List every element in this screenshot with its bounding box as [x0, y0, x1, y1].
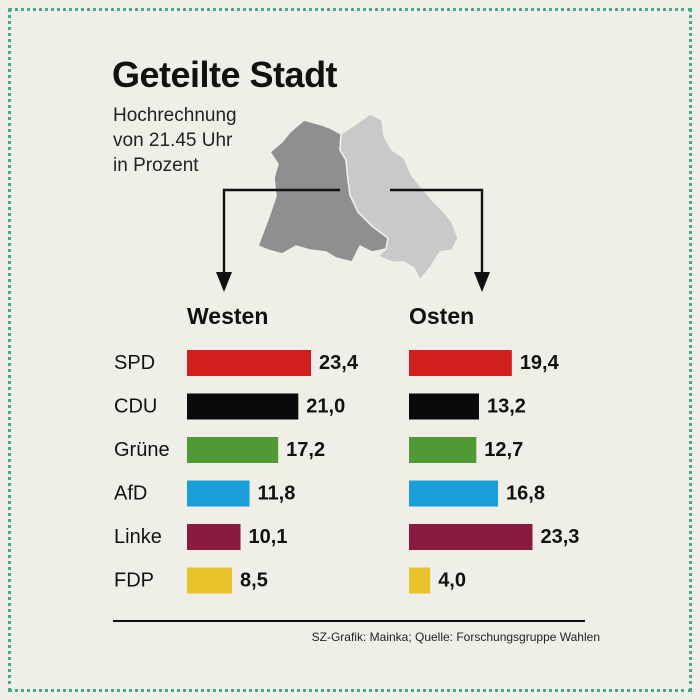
bar-westen-spd — [187, 350, 312, 376]
east-berlin-shape — [339, 113, 459, 282]
bar-westen-linke — [187, 524, 241, 550]
value-label-osten-afd: 16,8 — [506, 483, 545, 505]
value-label-osten-grüne: 12,7 — [484, 439, 523, 461]
bar-osten-cdu — [409, 393, 479, 420]
category-label-linke: Linke — [114, 526, 162, 548]
value-label-osten-cdu: 13,2 — [487, 396, 526, 418]
category-label-grüne: Grüne — [114, 439, 170, 461]
west-arrow — [216, 188, 340, 292]
category-label-afd: AfD — [114, 483, 147, 505]
east-arrow — [390, 188, 490, 292]
value-label-westen-grüne: 17,2 — [286, 439, 325, 461]
category-label-spd: SPD — [114, 352, 155, 374]
column-header-west: Westen — [187, 303, 269, 329]
bar-westen-afd — [187, 480, 250, 507]
category-label-cdu: CDU — [114, 396, 157, 418]
value-label-osten-fdp: 4,0 — [438, 570, 466, 592]
subtitle-line-1: Hochrechnung — [113, 105, 237, 126]
bar-osten-grüne — [409, 437, 477, 463]
footer-rule — [113, 620, 585, 622]
bar-westen-fdp — [187, 567, 233, 594]
subtitle-line-3: in Prozent — [113, 155, 199, 176]
value-label-osten-spd: 19,4 — [520, 352, 560, 374]
category-label-fdp: FDP — [114, 570, 154, 592]
chart-title: Geteilte Stadt — [112, 54, 338, 95]
value-label-westen-linke: 10,1 — [249, 526, 288, 548]
subtitle-line-2: von 21.45 Uhr — [113, 130, 233, 151]
bar-westen-cdu — [187, 393, 299, 420]
source-credit: SZ-Grafik: Mainka; Quelle: Forschungsgru… — [311, 630, 600, 644]
dotted-frame — [8, 8, 692, 692]
value-label-westen-spd: 23,4 — [319, 352, 359, 374]
bar-osten-afd — [409, 480, 499, 507]
bar-westen-grüne — [187, 437, 279, 463]
value-label-westen-fdp: 8,5 — [240, 570, 268, 592]
value-label-westen-afd: 11,8 — [258, 483, 296, 505]
value-label-osten-linke: 23,3 — [540, 526, 579, 548]
chart-subtitle: Hochrechnung von 21.45 Uhr in Prozent — [113, 103, 237, 178]
column-header-east: Osten — [409, 303, 475, 329]
bar-osten-linke — [409, 524, 533, 550]
bar-osten-spd — [409, 350, 512, 376]
bar-osten-fdp — [409, 567, 431, 594]
value-label-westen-cdu: 21,0 — [306, 396, 345, 418]
